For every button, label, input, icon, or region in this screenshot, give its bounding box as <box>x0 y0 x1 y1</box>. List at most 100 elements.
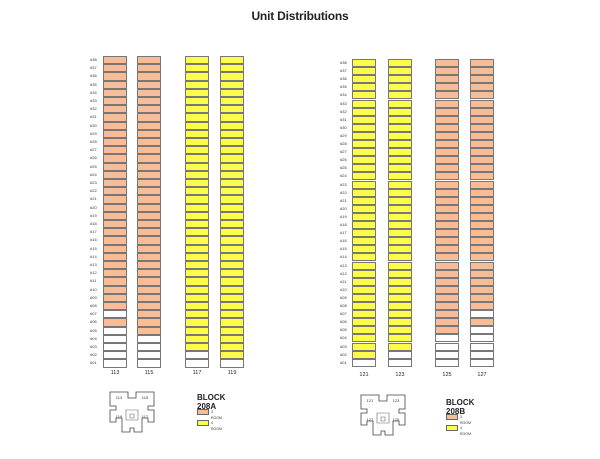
unit-cell-113-04 <box>103 334 127 343</box>
unit-cell-121-31 <box>352 115 376 124</box>
unit-cell-119-27 <box>220 146 244 155</box>
unit-cell-119-31 <box>220 113 244 122</box>
unit-cell-117-01 <box>185 359 209 368</box>
unit-cell-119-03 <box>220 343 244 352</box>
unit-number-label: 117 <box>192 370 202 376</box>
unit-cell-117-05 <box>185 326 209 335</box>
floor-label: #24 <box>90 171 97 177</box>
unit-cell-113-35 <box>103 80 127 89</box>
unit-number-label: 125 <box>442 372 452 378</box>
keyplan-unit-label: 123 <box>393 398 400 403</box>
floor-label: #29 <box>340 132 347 138</box>
unit-cell-121-33 <box>352 99 376 108</box>
unit-cell-125-36 <box>435 75 459 84</box>
floor-label: #08 <box>90 303 97 308</box>
unit-cell-127-16 <box>470 237 494 246</box>
unit-cell-115-13 <box>137 261 161 270</box>
unit-cell-125-19 <box>435 212 459 221</box>
unit-cell-123-14 <box>388 253 412 262</box>
unit-cell-125-11 <box>435 277 459 286</box>
floor-label: #20 <box>90 204 97 210</box>
unit-cell-121-10 <box>352 285 376 294</box>
unit-cell-123-01 <box>388 358 412 367</box>
unit-cell-123-15 <box>388 245 412 254</box>
unit-cell-121-37 <box>352 67 376 76</box>
unit-cell-119-24 <box>220 170 244 179</box>
unit-cell-125-03 <box>435 342 459 351</box>
unit-cell-125-29 <box>435 131 459 140</box>
unit-cell-125-18 <box>435 221 459 230</box>
floor-label: #05 <box>90 327 97 333</box>
unit-cell-125-02 <box>435 350 459 359</box>
floor-label: #37 <box>340 68 347 74</box>
unit-cell-119-15 <box>220 244 244 253</box>
floor-label: #10 <box>90 286 97 292</box>
unit-cell-123-25 <box>388 164 412 173</box>
keyplan-core <box>376 412 390 424</box>
unit-cell-113-11 <box>103 277 127 286</box>
unit-cell-113-36 <box>103 72 127 81</box>
unit-cell-127-32 <box>470 107 494 116</box>
unit-cell-127-30 <box>470 123 494 132</box>
unit-cell-117-07 <box>185 310 209 319</box>
unit-cell-115-29 <box>137 129 161 138</box>
unit-cell-113-21 <box>103 195 127 204</box>
floor-label: #06 <box>340 319 347 325</box>
unit-cell-113-10 <box>103 285 127 294</box>
unit-cell-125-23 <box>435 180 459 189</box>
unit-cell-119-01 <box>220 359 244 368</box>
unit-cell-123-33 <box>388 99 412 108</box>
unit-cell-119-25 <box>220 162 244 171</box>
unit-cell-119-08 <box>220 302 244 311</box>
unit-cell-113-18 <box>103 220 127 229</box>
legend-swatch-room4 <box>197 420 209 426</box>
floor-label: #07 <box>340 311 347 317</box>
floor-label: #16 <box>340 238 347 244</box>
unit-cell-123-07 <box>388 310 412 319</box>
floor-label: #24 <box>340 173 347 179</box>
unit-cell-123-21 <box>388 196 412 205</box>
unit-cell-125-05 <box>435 326 459 335</box>
floor-label: #02 <box>340 351 347 357</box>
unit-cell-117-18 <box>185 220 209 229</box>
unit-cell-115-36 <box>137 72 161 81</box>
floor-label: #37 <box>90 65 97 71</box>
floor-label: #32 <box>90 106 97 112</box>
unit-number-label: 115 <box>144 370 154 376</box>
floor-label: #29 <box>90 130 97 136</box>
block-name: BLOCK 208B <box>446 398 475 416</box>
unit-cell-121-24 <box>352 172 376 181</box>
floor-label: #12 <box>90 270 97 276</box>
floor-label: #18 <box>90 221 97 226</box>
unit-cell-127-11 <box>470 277 494 286</box>
legend-label: 4 ROOM <box>211 421 222 431</box>
unit-cell-125-28 <box>435 140 459 149</box>
unit-cell-119-17 <box>220 228 244 237</box>
unit-cell-115-20 <box>137 203 161 212</box>
unit-cell-125-31 <box>435 115 459 124</box>
unit-cell-127-38 <box>470 59 494 68</box>
unit-cell-113-28 <box>103 138 127 147</box>
unit-cell-123-26 <box>388 156 412 165</box>
block-keyplan: 121 123 127 125 <box>360 394 406 436</box>
unit-cell-121-12 <box>352 269 376 278</box>
unit-cell-121-23 <box>352 180 376 189</box>
unit-cell-113-22 <box>103 187 127 196</box>
unit-cell-119-18 <box>220 220 244 229</box>
unit-cell-123-31 <box>388 115 412 124</box>
floor-label: #06 <box>90 319 97 325</box>
floor-label: #35 <box>340 84 347 90</box>
floor-label: #13 <box>90 262 97 267</box>
floor-label: #19 <box>90 212 97 218</box>
unit-cell-115-12 <box>137 269 161 278</box>
unit-cell-121-03 <box>352 342 376 351</box>
unit-cell-113-33 <box>103 97 127 106</box>
unit-cell-123-30 <box>388 123 412 132</box>
unit-cell-125-35 <box>435 83 459 92</box>
unit-cell-115-25 <box>137 162 161 171</box>
floor-label: #07 <box>90 311 97 317</box>
unit-cell-123-18 <box>388 221 412 230</box>
unit-cell-115-01 <box>137 359 161 368</box>
unit-cell-115-09 <box>137 293 161 302</box>
floor-label: #17 <box>340 230 347 236</box>
